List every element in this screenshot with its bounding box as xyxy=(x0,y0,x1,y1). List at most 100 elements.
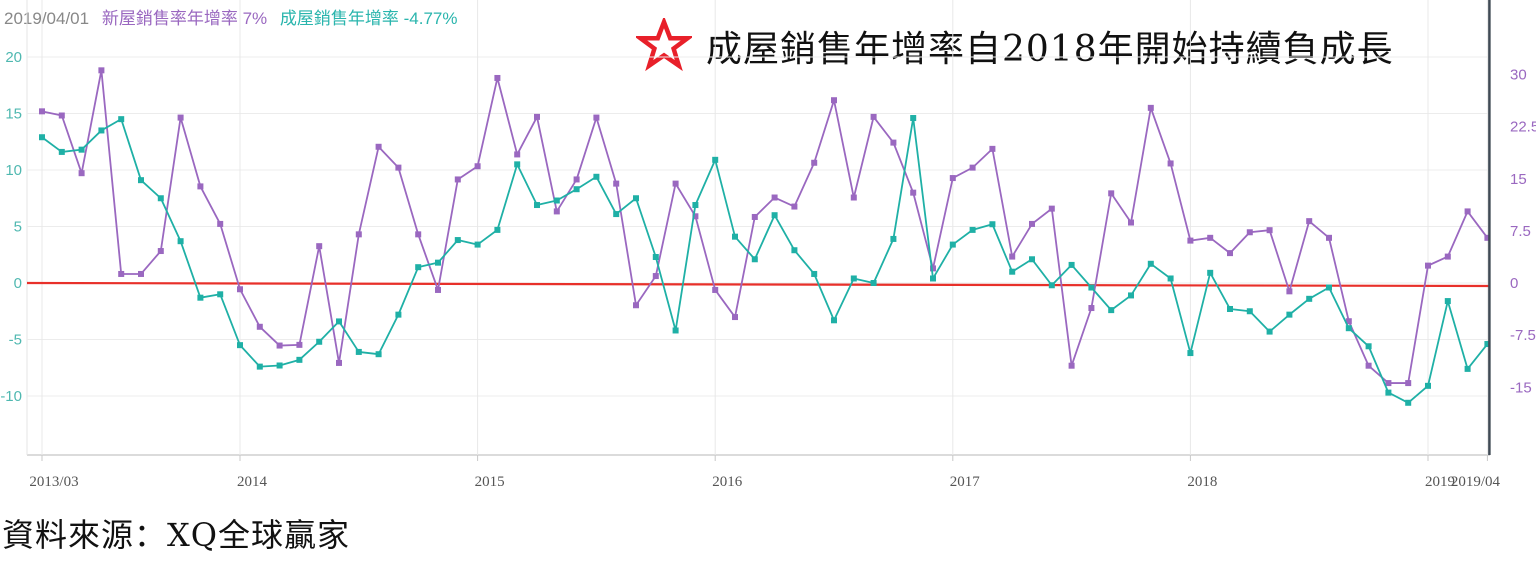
data-point xyxy=(652,273,659,280)
data-point xyxy=(296,356,303,363)
data-point xyxy=(39,134,45,141)
data-point xyxy=(415,231,422,238)
data-point xyxy=(1167,160,1174,167)
data-point xyxy=(811,159,818,166)
data-point xyxy=(1048,205,1055,212)
data-point xyxy=(989,221,996,228)
data-point xyxy=(831,317,837,324)
data-point xyxy=(910,115,917,122)
data-point xyxy=(1068,362,1075,369)
data-point xyxy=(831,97,837,104)
zero-line xyxy=(26,281,1491,288)
y-left-tick-label: 5 xyxy=(14,219,22,236)
legend-series2-value: -4.77% xyxy=(403,9,458,28)
data-point xyxy=(1246,229,1253,236)
x-tick-label: 2019 xyxy=(1425,474,1455,490)
data-point xyxy=(989,145,996,152)
x-tick-label: 2018 xyxy=(1187,474,1217,490)
data-point xyxy=(237,286,243,293)
data-point xyxy=(633,302,639,309)
data-point xyxy=(969,164,976,171)
data-point xyxy=(296,341,303,348)
data-point xyxy=(1326,234,1332,241)
y-right-tick-label: 30 xyxy=(1510,67,1527,84)
data-point xyxy=(672,327,679,334)
data-point xyxy=(1108,307,1115,314)
data-point xyxy=(58,112,65,119)
data-point xyxy=(435,259,441,266)
y-right-tick-label: -15 xyxy=(1510,379,1532,396)
data-point xyxy=(850,275,857,282)
data-point xyxy=(870,113,877,120)
data-point xyxy=(1365,343,1372,350)
y-left-tick-label: 20 xyxy=(5,49,22,66)
data-point xyxy=(276,342,283,349)
headline: 成屋銷售年增率自2018年開始持續負成長 xyxy=(636,18,1394,74)
data-point xyxy=(534,202,540,209)
data-point xyxy=(751,256,758,263)
data-point xyxy=(732,233,738,240)
data-point xyxy=(454,237,461,244)
data-point xyxy=(375,351,382,358)
data-point xyxy=(811,270,818,277)
data-point xyxy=(138,177,144,184)
data-point xyxy=(850,194,857,201)
data-point xyxy=(435,286,441,293)
data-point xyxy=(1088,284,1095,291)
data-point xyxy=(652,254,659,261)
data-point xyxy=(1068,261,1075,268)
data-point xyxy=(316,243,323,250)
y-right-tick-label: -7.5 xyxy=(1510,327,1536,344)
data-point xyxy=(1286,311,1293,318)
data-point xyxy=(593,114,600,121)
data-point xyxy=(157,195,164,202)
data-point xyxy=(1444,253,1451,260)
data-point xyxy=(672,180,679,187)
data-point xyxy=(395,311,402,318)
data-point xyxy=(1425,382,1431,389)
data-point xyxy=(791,247,798,254)
data-point xyxy=(1128,292,1134,299)
data-point xyxy=(1029,220,1035,227)
data-point xyxy=(217,220,224,227)
y-left-tick-label: 0 xyxy=(14,275,22,292)
data-point xyxy=(633,195,639,202)
data-point xyxy=(1484,341,1491,348)
data-point xyxy=(930,275,936,282)
data-point xyxy=(1048,282,1055,289)
data-point xyxy=(1405,399,1412,406)
data-point xyxy=(1088,305,1095,312)
data-point xyxy=(890,139,897,146)
data-point xyxy=(454,176,461,183)
y-axis-left: 20 15 10 5 0 -5 -10 xyxy=(0,49,22,405)
data-point xyxy=(1345,325,1352,332)
series-line xyxy=(41,69,1489,384)
data-point xyxy=(1286,288,1293,295)
y-left-tick-label: -10 xyxy=(0,388,22,405)
data-point xyxy=(237,342,243,349)
data-point xyxy=(355,348,362,355)
data-point xyxy=(217,291,224,298)
data-point xyxy=(573,186,580,193)
data-point xyxy=(613,211,620,218)
data-point xyxy=(494,74,501,81)
data-point xyxy=(1187,237,1194,244)
data-point xyxy=(1326,284,1332,291)
data-point xyxy=(1009,268,1016,275)
data-point xyxy=(118,270,125,277)
data-point xyxy=(256,323,263,330)
data-point xyxy=(1246,308,1253,315)
data-point xyxy=(1147,104,1154,111)
data-point xyxy=(1385,389,1392,396)
data-point xyxy=(1365,362,1372,369)
data-point xyxy=(692,213,699,220)
data-point xyxy=(573,176,580,183)
data-point xyxy=(1425,262,1431,269)
x-tick-label: 2017 xyxy=(950,474,981,490)
x-tick-label: 2014 xyxy=(237,474,268,490)
y-left-tick-label: 15 xyxy=(5,106,22,123)
data-point xyxy=(39,108,45,115)
data-point xyxy=(395,164,402,171)
data-point xyxy=(593,173,600,180)
data-point xyxy=(474,163,481,170)
